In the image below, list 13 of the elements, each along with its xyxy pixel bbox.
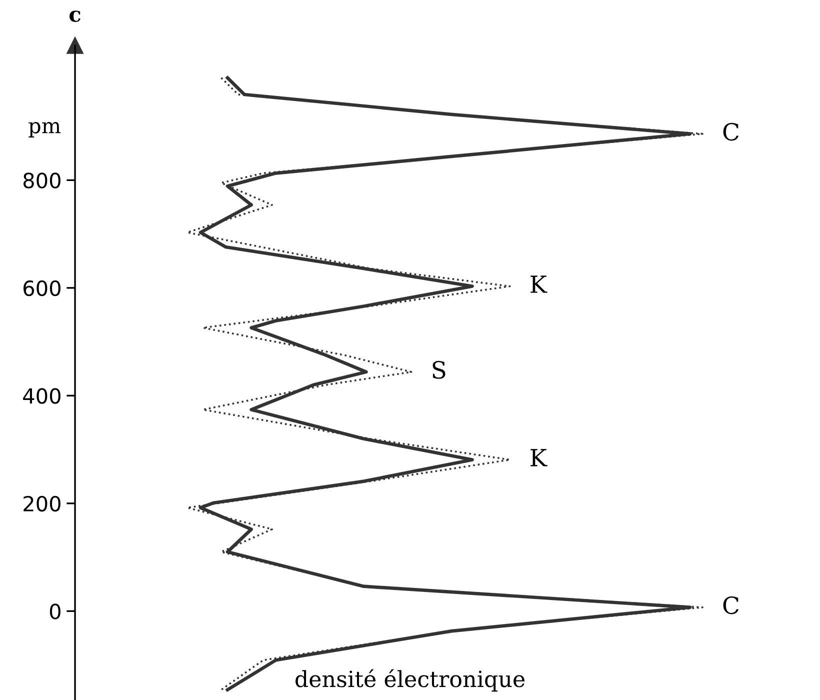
y-tick-label: 800	[23, 172, 60, 188]
annotation: S	[432, 360, 446, 379]
annotation: C	[723, 596, 739, 614]
text: pm	[28, 122, 61, 138]
annotation: C	[723, 122, 739, 141]
y-tick-label: 400	[23, 388, 60, 404]
annotation: K	[530, 276, 548, 293]
y-tick-label: 200	[24, 496, 60, 512]
y-tick-label: 0	[50, 604, 60, 620]
y-tick-label: 600	[24, 280, 60, 296]
x-axis-title: densité électronique	[295, 669, 525, 692]
y-axis-title: c	[70, 10, 80, 22]
annotation: K	[530, 449, 548, 466]
